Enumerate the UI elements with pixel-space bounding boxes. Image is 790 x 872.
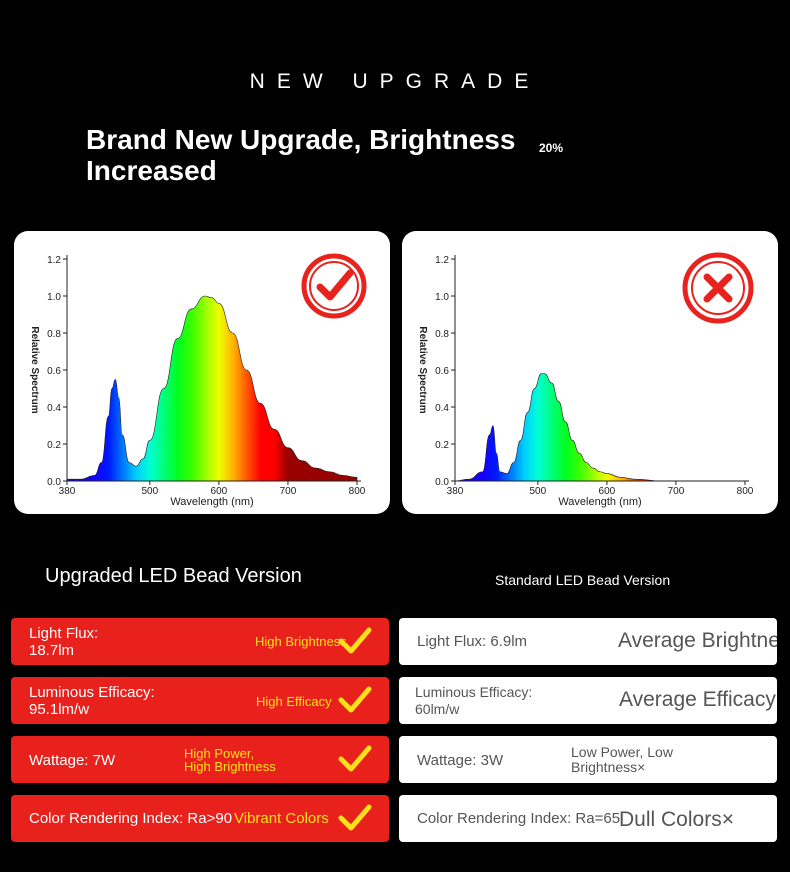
- x-tick-label: 800: [349, 486, 366, 497]
- row-text: Light Flux: 18.7lm: [29, 625, 99, 659]
- row-tag: Average Brightness×: [618, 629, 777, 652]
- row-text: Color Rendering Index: Ra>90: [29, 810, 233, 827]
- upgraded-version-label: Upgraded LED Bead Version: [45, 565, 302, 587]
- standard-wattage-row: Wattage: 3W Low Power, Low Brightness×: [399, 736, 777, 783]
- y-tick-label: 1.2: [47, 255, 61, 266]
- spectrum-area: [66, 295, 358, 482]
- row-text: Color Rendering Index: Ra=65: [417, 810, 621, 827]
- upgraded-wattage-row: Wattage: 7W High Power, High Brightness: [11, 736, 389, 783]
- headline: Brand New Upgrade, Brightness Increased: [86, 124, 516, 186]
- standard-cri-row: Color Rendering Index: Ra=65 Dull Colors…: [399, 795, 777, 842]
- x-tick-label: 380: [59, 486, 76, 497]
- row-tag: High Brightness: [255, 634, 347, 649]
- x-tick-label: 700: [668, 486, 685, 497]
- x-tick-label: 600: [599, 486, 616, 497]
- x-axis-label: Wavelength (nm): [170, 496, 253, 508]
- y-axis-label: Relative Spectrum: [29, 326, 40, 413]
- row-text: Luminous Efficacy: 95.1lm/w: [29, 684, 155, 718]
- y-tick-label: 0.6: [47, 366, 61, 377]
- row-text: Luminous Efficacy: 60lm/w: [415, 684, 533, 717]
- y-tick-label: 0.4: [435, 403, 449, 414]
- check-badge-icon: [299, 251, 369, 321]
- x-tick-label: 800: [737, 486, 754, 497]
- y-tick-label: 0.8: [47, 329, 61, 340]
- y-axis-label: Relative Spectrum: [417, 326, 428, 413]
- x-tick-label: 500: [142, 486, 159, 497]
- row-tag: High Efficacy: [256, 694, 332, 709]
- row-text: Wattage: 3W: [417, 752, 504, 769]
- standard-spectrum-chart: 0.0 0.2 0.4 0.6 0.8 1.0 1.2 380 500 600 700 800 Wave…: [417, 255, 754, 508]
- x-tick-label: 700: [280, 486, 297, 497]
- upgraded-efficacy-row: Luminous Efficacy: 95.1lm/w High Efficac…: [11, 677, 389, 724]
- y-tick-label: 0.4: [47, 403, 61, 414]
- upgraded-spectrum-chart: 0.0 0.2 0.4 0.6 0.8 1.0 1.2 380 500 600 700 800 Wave…: [29, 255, 366, 508]
- y-tick-label: 0.2: [47, 440, 61, 451]
- row-tag: Dull Colors×: [619, 808, 734, 831]
- row-tag: Vibrant Colors: [234, 810, 329, 827]
- upgraded-cri-row: Color Rendering Index: Ra>90 Vibrant Col…: [11, 795, 389, 842]
- upgraded-spectrum-panel: 0.0 0.2 0.4 0.6 0.8 1.0 1.2 380 500 600 700 800 Wave…: [14, 231, 390, 514]
- check-icon: [338, 804, 372, 831]
- x-tick-label: 500: [530, 486, 547, 497]
- row-tag: High Power, High Brightness: [184, 746, 276, 774]
- y-tick-label: 1.0: [435, 292, 449, 303]
- y-tick-label: 0.0: [47, 477, 61, 488]
- y-tick-label: 0.8: [435, 329, 449, 340]
- y-tick-label: 0.2: [435, 440, 449, 451]
- spectrum-area: [454, 373, 745, 482]
- row-tag: Low Power, Low Brightness×: [571, 744, 673, 775]
- check-icon: [338, 686, 372, 713]
- upgraded-light-flux-row: Light Flux: 18.7lm High Brightness: [11, 618, 389, 665]
- y-tick-label: 1.2: [435, 255, 449, 266]
- check-icon: [338, 745, 372, 772]
- increase-percent: 20%: [539, 141, 564, 155]
- standard-light-flux-row: Light Flux: 6.9lm Average Brightness×: [399, 618, 777, 665]
- row-text: Light Flux: 6.9lm: [417, 633, 528, 650]
- standard-efficacy-row: Luminous Efficacy: 60lm/w Average Effica…: [399, 677, 777, 724]
- upgrade-label: NEW UPGRADE: [249, 70, 541, 93]
- standard-spectrum-panel: 0.0 0.2 0.4 0.6 0.8 1.0 1.2 380 500 600 700 800 Wave…: [402, 231, 778, 514]
- y-tick-label: 0.0: [435, 477, 449, 488]
- x-tick-label: 380: [447, 486, 464, 497]
- cross-badge-icon: [681, 251, 754, 324]
- row-tag: Average Efficacy×: [619, 688, 777, 711]
- standard-version-label: Standard LED Bead Version: [495, 572, 671, 588]
- y-tick-label: 0.6: [435, 366, 449, 377]
- x-axis-label: Wavelength (nm): [558, 496, 641, 508]
- check-icon: [338, 627, 372, 654]
- row-text: Wattage: 7W: [29, 752, 116, 769]
- x-tick-label: 600: [211, 486, 228, 497]
- y-tick-label: 1.0: [47, 292, 61, 303]
